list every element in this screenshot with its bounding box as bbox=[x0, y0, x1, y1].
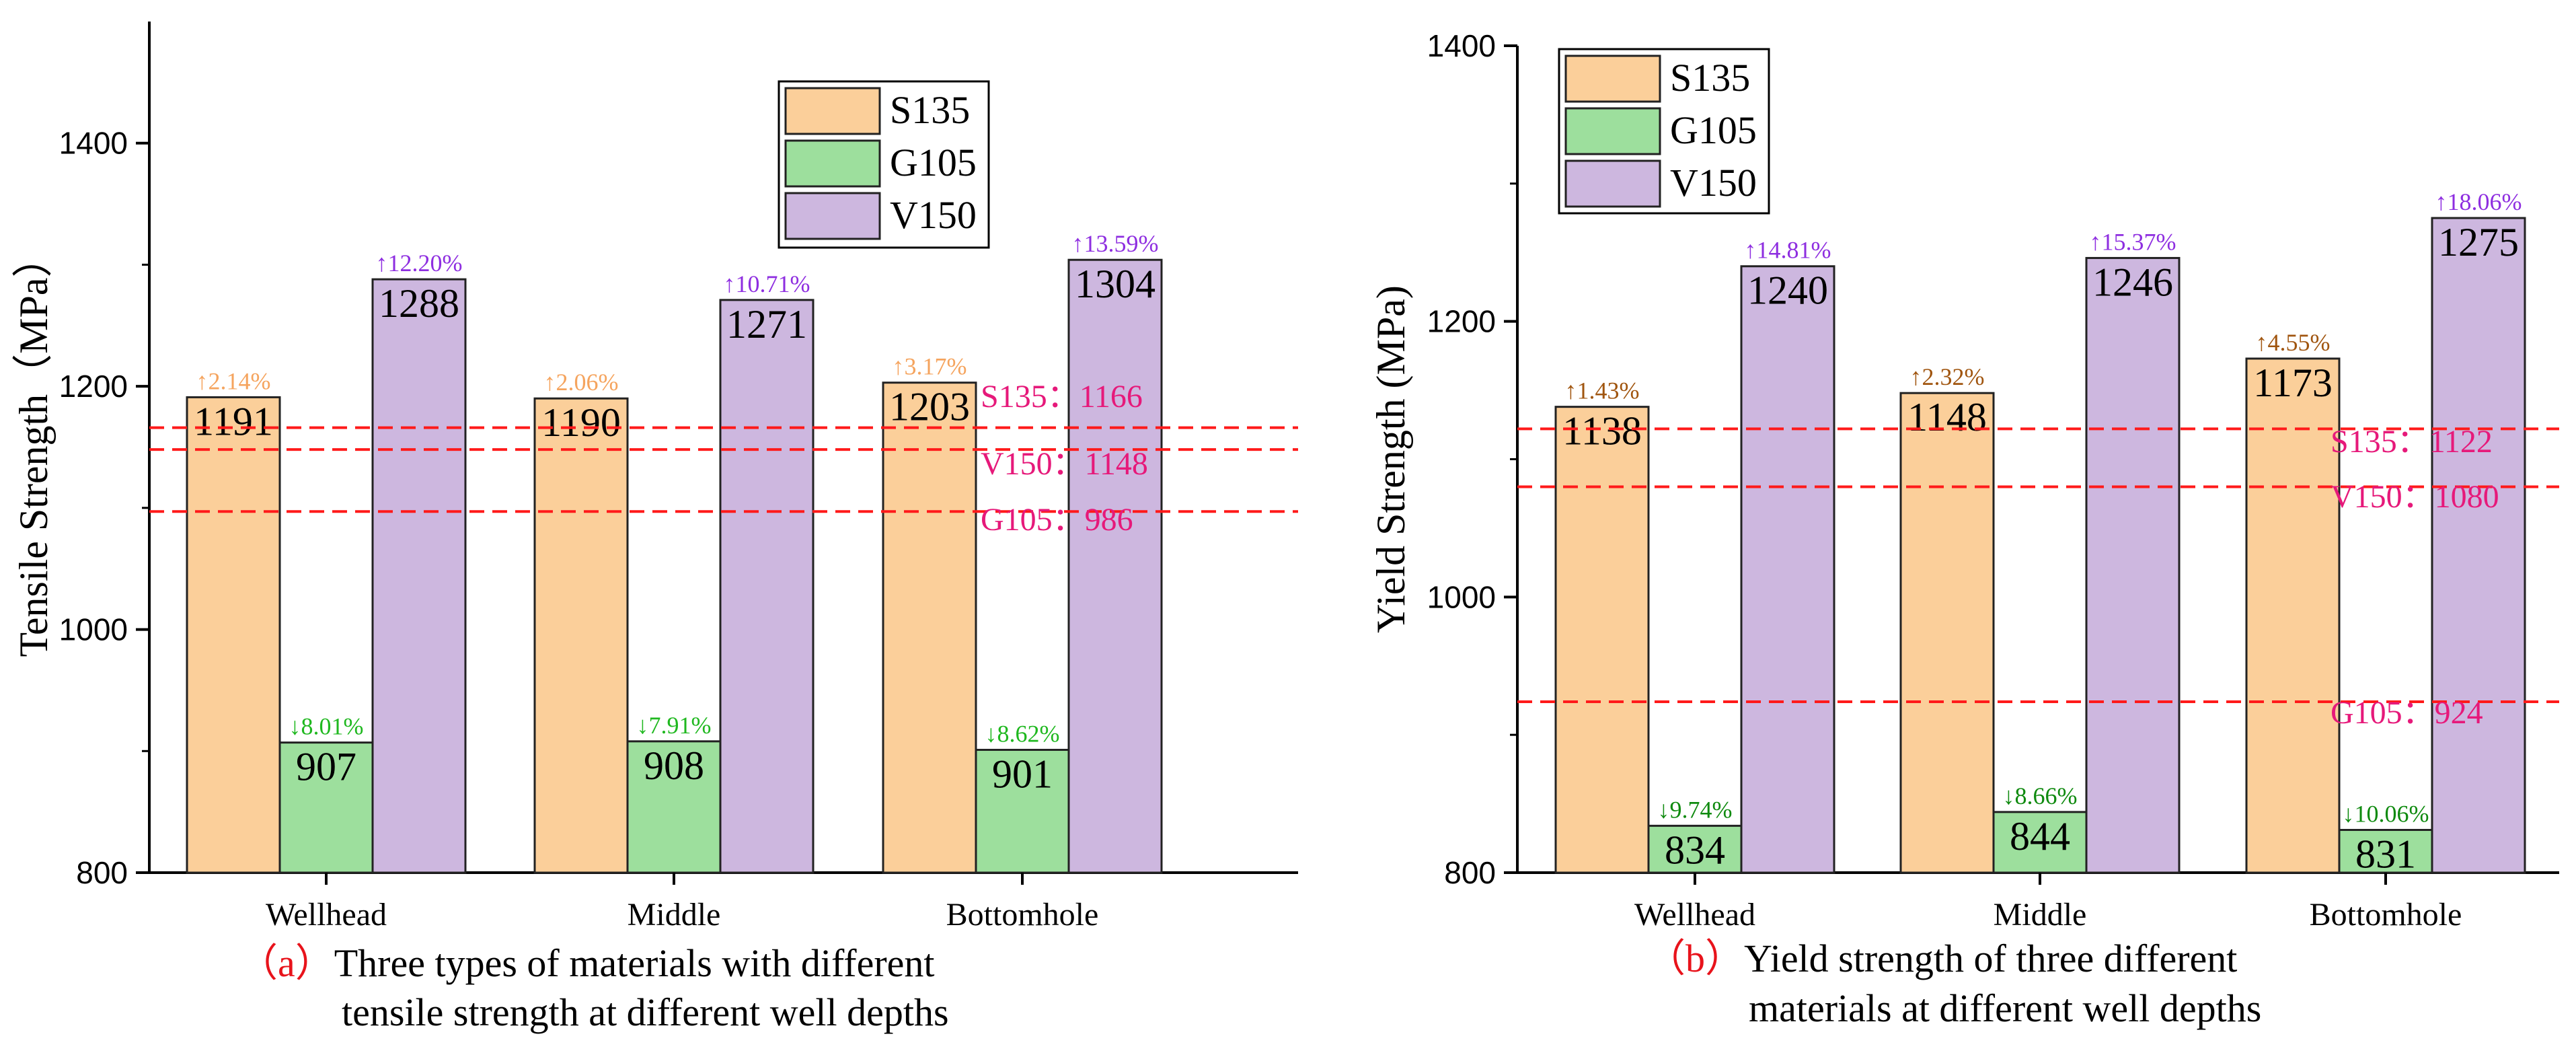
legend-label-g105-a: G105 bbox=[890, 141, 977, 184]
data-label-g105-b: 844 bbox=[2010, 814, 2070, 859]
legend-label-g105-b: G105 bbox=[1670, 108, 1757, 152]
bar-s135-middle-a bbox=[533, 397, 629, 874]
bar-g105-bottomhole-b bbox=[2338, 829, 2433, 874]
data-label-s135-b: 1138 bbox=[1562, 409, 1642, 453]
x-tick-label-a: Middle bbox=[628, 897, 721, 933]
bar-s135-wellhead-a bbox=[186, 396, 281, 874]
x-tick-label-b: Wellhead bbox=[1634, 897, 1755, 933]
y-tick-label-a: 1200 bbox=[59, 369, 128, 404]
caption-b-line1: Yield strength of three different bbox=[1744, 937, 2238, 980]
pct-label-v150-b: ↑15.37% bbox=[2090, 228, 2176, 255]
bar-s135-bottomhole-b bbox=[2245, 357, 2341, 874]
legend-swatch-g105-a bbox=[784, 139, 881, 188]
y-axis-title-a: Tensile Strength（MPa） bbox=[11, 237, 56, 657]
data-label-g105-a: 907 bbox=[296, 745, 356, 789]
pct-label-g105-a: ↓8.62% bbox=[985, 720, 1060, 747]
pct-label-v150-a: ↑10.71% bbox=[724, 270, 810, 297]
pct-label-s135-a: ↑3.17% bbox=[893, 353, 967, 380]
bar-v150-middle-a bbox=[719, 299, 815, 874]
data-label-s135-a: 1203 bbox=[889, 385, 970, 429]
caption-a-second-line: tensile strength at different well depth… bbox=[342, 988, 949, 1037]
y-tick-label-a: 800 bbox=[76, 855, 128, 890]
caption-b-line2: materials at different well depths bbox=[1749, 986, 2262, 1030]
pct-label-s135-a: ↑2.14% bbox=[196, 367, 271, 394]
data-label-g105-a: 901 bbox=[992, 752, 1053, 796]
y-axis-title-b: Yield Strength (MPa) bbox=[1369, 285, 1413, 633]
legend-label-s135-a: S135 bbox=[890, 88, 970, 132]
pct-label-v150-a: ↑13.59% bbox=[1072, 230, 1159, 257]
legend-swatch-v150-a bbox=[784, 192, 881, 240]
data-label-v150-a: 1271 bbox=[726, 302, 807, 347]
pct-label-g105-a: ↓7.91% bbox=[637, 712, 712, 739]
y-tick-label-a: 1000 bbox=[59, 612, 128, 647]
y-tick-label-a: 1400 bbox=[59, 126, 128, 161]
bar-g105-middle-b bbox=[1992, 811, 2088, 874]
data-label-s135-a: 1190 bbox=[541, 400, 621, 445]
bar-v150-wellhead-a bbox=[371, 278, 467, 874]
caption-a-mark: （a） bbox=[239, 941, 334, 985]
pct-label-v150-b: ↑14.81% bbox=[1745, 237, 1831, 264]
legend-label-s135-b: S135 bbox=[1670, 56, 1750, 100]
bar-v150-middle-b bbox=[2085, 256, 2181, 874]
reference-label-a: V150：1148 bbox=[981, 446, 1148, 482]
caption-b-second-line: materials at different well depths bbox=[1749, 984, 2261, 1033]
pct-label-s135-b: ↑2.32% bbox=[1910, 363, 1985, 390]
bar-v150-wellhead-b bbox=[1740, 265, 1835, 874]
pct-label-g105-b: ↓8.66% bbox=[2003, 782, 2078, 809]
data-label-v150-a: 1304 bbox=[1075, 262, 1156, 306]
pct-label-g105-b: ↓10.06% bbox=[2343, 801, 2429, 828]
pct-label-v150-a: ↑12.20% bbox=[376, 250, 463, 277]
bar-v150-bottomhole-a bbox=[1067, 258, 1163, 874]
legend-swatch-g105-b bbox=[1564, 107, 1661, 155]
data-label-v150-b: 1246 bbox=[2092, 260, 2173, 304]
y-tick-label-b: 1200 bbox=[1427, 304, 1496, 339]
y-tick-label-b: 1400 bbox=[1427, 28, 1496, 63]
bar-s135-middle-b bbox=[1899, 392, 1995, 874]
reference-label-b: V150：1080 bbox=[2331, 479, 2499, 515]
data-label-g105-b: 831 bbox=[2355, 832, 2416, 877]
pct-label-g105-a: ↓8.01% bbox=[289, 713, 364, 740]
bar-s135-wellhead-b bbox=[1554, 406, 1650, 874]
caption-a-line1: Three types of materials with different bbox=[334, 941, 935, 985]
y-tick-label-b: 1000 bbox=[1427, 579, 1496, 614]
data-label-g105-b: 834 bbox=[1665, 828, 1725, 872]
reference-label-a: S135：1166 bbox=[981, 379, 1143, 414]
pct-label-v150-b: ↑18.06% bbox=[2435, 188, 2522, 215]
data-label-g105-a: 908 bbox=[644, 743, 704, 788]
legend-swatch-s135-b bbox=[1564, 54, 1661, 103]
caption-b: （b）Yield strength of three different bbox=[1646, 934, 2237, 984]
data-label-v150-b: 1240 bbox=[1747, 268, 1828, 313]
reference-label-b: S135：1122 bbox=[2331, 424, 2493, 460]
y-tick-label-b: 800 bbox=[1444, 855, 1496, 890]
x-tick-label-b: Middle bbox=[1994, 897, 2087, 933]
data-label-v150-b: 1275 bbox=[2438, 220, 2519, 264]
legend-label-v150-a: V150 bbox=[890, 193, 977, 237]
caption-a: （a）Three types of materials with differe… bbox=[239, 939, 935, 988]
caption-b-mark: （b） bbox=[1646, 937, 1745, 980]
pct-label-s135-b: ↑1.43% bbox=[1565, 377, 1640, 404]
data-label-s135-b: 1173 bbox=[2253, 361, 2333, 405]
data-label-s135-a: 1191 bbox=[194, 399, 273, 443]
x-tick-label-b: Bottomhole bbox=[2310, 897, 2462, 933]
x-tick-label-a: Wellhead bbox=[266, 897, 387, 933]
pct-label-s135-b: ↑4.55% bbox=[2256, 329, 2331, 356]
data-label-v150-a: 1288 bbox=[379, 281, 459, 326]
bar-s135-bottomhole-a bbox=[882, 381, 977, 874]
caption-a-line2: tensile strength at different well depth… bbox=[342, 990, 949, 1034]
legend-swatch-s135-a bbox=[784, 87, 881, 135]
x-tick-label-a: Bottomhole bbox=[946, 897, 1099, 933]
data-label-s135-b: 1148 bbox=[1907, 395, 1987, 439]
pct-label-g105-b: ↓9.74% bbox=[1658, 796, 1733, 823]
bar-v150-bottomhole-b bbox=[2431, 217, 2526, 874]
reference-label-a: G105：986 bbox=[981, 502, 1133, 538]
legend-label-v150-b: V150 bbox=[1670, 161, 1757, 205]
pct-label-s135-a: ↑2.06% bbox=[544, 369, 619, 396]
legend-swatch-v150-b bbox=[1564, 159, 1661, 208]
reference-label-b: G105：924 bbox=[2331, 695, 2483, 731]
